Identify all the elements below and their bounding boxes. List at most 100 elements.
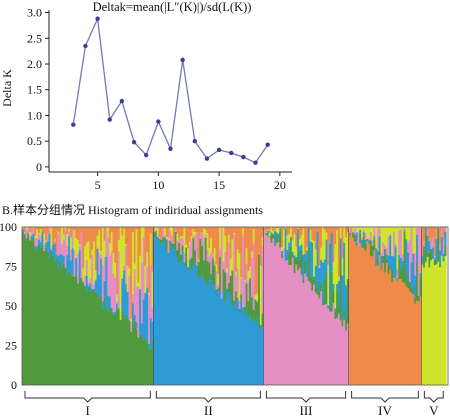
assignment-bar-segment-yellow: [437, 261, 440, 385]
assignment-bar-segment-pink: [339, 320, 342, 385]
assignment-bar-segment-blue: [426, 235, 429, 253]
assignment-bar-segment-yellow: [309, 230, 312, 242]
assignment-bar-segment-orange: [265, 227, 268, 232]
assignment-bar-segment-pink: [153, 229, 156, 232]
assignment-bar-segment-yellow: [213, 248, 216, 262]
assignment-bar-segment-green: [66, 274, 69, 385]
assignment-bar-segment-green: [293, 257, 296, 274]
assignment-bar-segment-pink: [270, 242, 273, 385]
delta-k-chart: Deltak=mean(|L″(K)|)/sd(L(K)) Delta K 00…: [0, 0, 292, 192]
assignment-bar-segment-orange: [288, 227, 291, 235]
assignment-bar-segment-green: [185, 247, 188, 268]
assignment-bar-segment-blue: [30, 235, 34, 238]
assignment-bar-segment-pink: [50, 247, 53, 250]
assignment-bar-segment-pink: [217, 284, 220, 289]
assignment-bar-segment-blue: [394, 246, 397, 277]
assignment-bar-segment-yellow: [254, 295, 257, 300]
assignment-bar-segment-green: [304, 260, 307, 274]
assignment-bar-segment-yellow: [171, 227, 174, 236]
assignment-bar-segment-blue: [156, 237, 160, 385]
assignment-bar-segment-orange: [320, 227, 323, 248]
assignment-bar-segment-pink: [311, 290, 314, 385]
assignment-bar-segment-pink: [416, 227, 419, 235]
assignment-bar-segment-yellow: [407, 227, 410, 243]
assignment-bar-segment-green: [410, 287, 413, 293]
assignment-bar-segment-yellow: [108, 242, 112, 256]
assignment-bar-segment-yellow: [391, 227, 394, 256]
assignment-bar-segment-yellow: [156, 228, 160, 237]
assignment-bar-segment-blue: [190, 270, 193, 385]
assignment-bar-segment-green: [156, 236, 160, 238]
assignment-bar-segment-green: [300, 249, 303, 275]
assignment-bar-segment-yellow: [368, 227, 371, 238]
delta-k-point: [144, 152, 149, 158]
assignment-bar-segment-blue: [93, 289, 96, 292]
assignment-bar-segment-green: [442, 258, 445, 262]
assignment-bar-segment-green: [37, 244, 41, 385]
assignment-bar-segment-blue: [220, 298, 223, 385]
assignment-bar-segment-green: [396, 280, 399, 282]
assignment-bar-segment-orange: [332, 227, 335, 263]
assignment-bar-segment-pink: [46, 234, 49, 242]
assignment-bar-segment-blue: [146, 287, 149, 342]
assignment-bar-segment-orange: [364, 250, 367, 385]
delta-k-y-tick-label: 1.5: [27, 83, 42, 97]
assignment-bar-segment-orange: [188, 227, 191, 243]
assignment-bar-segment-blue: [309, 241, 312, 277]
assignment-bar-segment-pink: [419, 228, 422, 273]
assignment-bar-segment-orange: [190, 227, 193, 237]
assignment-bar-segment-blue: [261, 327, 264, 385]
assignment-bar-segment-yellow: [22, 227, 25, 229]
assignment-bar-segment-yellow: [155, 227, 158, 230]
assignment-bar-segment-pink: [300, 274, 303, 385]
delta-k-point: [95, 16, 100, 21]
assignment-bar-segment-green: [437, 228, 440, 262]
assignment-bar-segment-yellow: [266, 229, 270, 231]
assignment-bar-segment-orange: [277, 227, 280, 229]
assignment-bar-segment-pink: [61, 244, 64, 255]
assignment-bar-segment-orange: [203, 227, 206, 229]
assignment-bar-segment-green: [135, 328, 138, 385]
assignment-bar-segment-orange: [417, 301, 420, 385]
delta-k-x-tick-label: 10: [152, 178, 164, 192]
assignment-bar-segment-yellow: [64, 227, 67, 230]
assignment-bar-segment-pink: [197, 261, 200, 262]
assignment-bar-segment-yellow: [126, 265, 129, 292]
assignment-bar-segment-pink: [384, 244, 387, 249]
assignment-bar-segment-green: [52, 255, 55, 385]
assignment-bar-segment-orange: [108, 227, 112, 243]
assignment-bar-segment-green: [408, 282, 412, 292]
assignment-bar-segment-orange: [357, 246, 360, 385]
assignment-bar-segment-blue: [416, 235, 419, 262]
assignment-bar-segment-green: [311, 278, 314, 291]
assignment-bar-segment-yellow: [401, 227, 404, 255]
assignment-bar-segment-yellow: [249, 266, 252, 279]
assignment-bar-segment-orange: [82, 227, 85, 268]
assignment-bar-segment-blue: [199, 277, 202, 385]
assignment-bar-segment-yellow: [66, 233, 69, 246]
assignment-bar-segment-orange: [130, 227, 133, 319]
assignment-bar-segment-yellow: [300, 235, 303, 245]
assignment-bar-segment-green: [204, 238, 207, 282]
assignment-bar-segment-yellow: [36, 229, 39, 238]
assignment-bar-segment-yellow: [210, 237, 213, 253]
assignment-bar-segment-green: [121, 311, 124, 385]
assignment-bar-segment-orange: [165, 227, 168, 237]
assignment-bar-segment-blue: [336, 283, 339, 290]
assignment-bar-segment-green: [176, 249, 179, 258]
assignment-bar-segment-blue: [153, 237, 156, 385]
assignment-bar-segment-blue: [100, 258, 103, 296]
assignment-bar-segment-green: [423, 252, 426, 268]
assignment-bar-segment-yellow: [428, 267, 431, 385]
assignment-bar-segment-blue: [288, 242, 291, 252]
assignment-bar-segment-green: [107, 312, 110, 385]
assignment-bar-segment-blue: [332, 284, 335, 292]
assignment-bar-segment-orange: [369, 255, 373, 385]
assignment-bar-segment-green: [142, 340, 145, 385]
assignment-bar-segment-blue: [132, 303, 135, 324]
delta-k-x-ticks: 5 10 15 20: [95, 172, 286, 192]
assignment-bar-segment-orange: [137, 227, 140, 283]
assignment-bar-segment-blue: [66, 254, 69, 275]
assignment-bar-segment-pink: [39, 236, 42, 242]
assignment-bar-segment-yellow: [124, 244, 128, 246]
